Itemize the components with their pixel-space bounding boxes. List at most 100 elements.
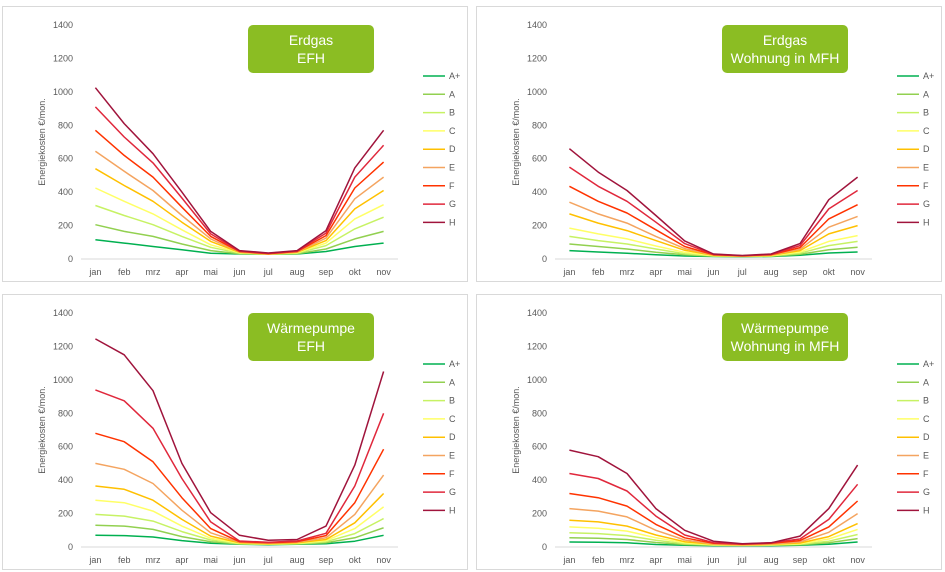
y-tick-label: 1400 bbox=[527, 20, 547, 30]
x-tick-label: apr bbox=[175, 555, 188, 565]
legend-label: E bbox=[449, 451, 455, 461]
x-tick-label: mai bbox=[677, 555, 692, 565]
y-tick-label: 800 bbox=[532, 408, 547, 418]
legend-label: G bbox=[923, 487, 930, 497]
legend-label: F bbox=[923, 181, 929, 191]
x-tick-label: jul bbox=[737, 555, 747, 565]
legend-label: G bbox=[449, 199, 456, 209]
legend-label: D bbox=[449, 432, 456, 442]
chart-title-badge: Erdgas EFH bbox=[248, 25, 374, 73]
legend-label: E bbox=[923, 163, 929, 173]
series-line-f bbox=[94, 129, 385, 255]
legend-label: D bbox=[923, 144, 930, 154]
y-tick-label: 600 bbox=[532, 154, 547, 164]
series-line-h bbox=[94, 87, 385, 254]
y-tick-label: 1200 bbox=[527, 341, 547, 351]
chart-title-badge: Wärmepumpe Wohnung in MFH bbox=[722, 313, 848, 361]
x-tick-label: mrz bbox=[146, 267, 161, 277]
legend-label: B bbox=[449, 396, 455, 406]
x-tick-label: nov bbox=[376, 555, 391, 565]
legend-label: D bbox=[449, 144, 456, 154]
legend-label: C bbox=[923, 126, 930, 136]
legend-label: B bbox=[923, 108, 929, 118]
x-tick-label: feb bbox=[118, 555, 131, 565]
x-tick-label: jun bbox=[232, 267, 245, 277]
chart-panel-erdgas-mfh: Energiekosten €/mon. 0 200 400 600 800 1000 120… bbox=[476, 6, 942, 282]
chart-panel-waermepumpe-efh: Energiekosten €/mon. 0 200 400 600 800 1000 120… bbox=[2, 294, 468, 570]
y-tick-label: 600 bbox=[58, 154, 73, 164]
y-tick-label: 200 bbox=[532, 509, 547, 519]
y-axis-label: Energiekosten €/mon. bbox=[37, 98, 47, 186]
chart-title-badge: Erdgas Wohnung in MFH bbox=[722, 25, 848, 73]
legend-label: A bbox=[449, 89, 455, 99]
legend-label: H bbox=[923, 217, 930, 227]
y-tick-label: 200 bbox=[58, 221, 73, 231]
legend-label: A+ bbox=[449, 359, 460, 369]
legend-label: E bbox=[449, 163, 455, 173]
x-tick-label: sep bbox=[319, 267, 334, 277]
legend-label: A bbox=[923, 89, 929, 99]
chart-panel-waermepumpe-mfh: Energiekosten €/mon. 0 200 400 600 800 1000 120… bbox=[476, 294, 942, 570]
y-tick-label: 0 bbox=[68, 254, 73, 264]
x-tick-label: sep bbox=[319, 555, 334, 565]
legend-label: A bbox=[923, 377, 929, 387]
legend-label: D bbox=[923, 432, 930, 442]
legend-label: G bbox=[923, 199, 930, 209]
legend-label: C bbox=[449, 126, 456, 136]
legend-label: A+ bbox=[923, 71, 934, 81]
x-tick-label: feb bbox=[592, 267, 605, 277]
x-tick-label: nov bbox=[376, 267, 391, 277]
y-tick-label: 1400 bbox=[527, 308, 547, 318]
series-line-g bbox=[569, 472, 859, 545]
y-tick-label: 400 bbox=[532, 475, 547, 485]
legend-label: H bbox=[449, 505, 456, 515]
x-tick-label: feb bbox=[118, 267, 131, 277]
y-axis-label: Energiekosten €/mon. bbox=[37, 386, 47, 474]
x-tick-label: okt bbox=[823, 267, 836, 277]
x-tick-label: jul bbox=[263, 555, 273, 565]
x-tick-label: nov bbox=[850, 267, 865, 277]
series-line-h bbox=[95, 338, 385, 542]
x-tick-label: sep bbox=[793, 555, 808, 565]
legend-label: C bbox=[449, 414, 456, 424]
y-tick-label: 0 bbox=[542, 254, 547, 264]
legend-label: H bbox=[449, 217, 456, 227]
legend-label: F bbox=[449, 469, 455, 479]
y-tick-label: 600 bbox=[532, 442, 547, 452]
y-tick-label: 200 bbox=[532, 221, 547, 231]
x-tick-label: okt bbox=[823, 555, 836, 565]
y-tick-label: 1000 bbox=[53, 87, 73, 97]
legend-label: E bbox=[923, 451, 929, 461]
y-tick-label: 1000 bbox=[527, 87, 547, 97]
y-tick-label: 400 bbox=[58, 187, 73, 197]
chart-title-line-1: Erdgas bbox=[288, 32, 334, 48]
y-tick-label: 800 bbox=[58, 120, 73, 130]
y-tick-label: 1200 bbox=[527, 53, 547, 63]
chart-panel-erdgas-efh: Energiekosten €/mon. 0 200 400 600 800 1000 120… bbox=[2, 6, 468, 282]
legend-label: H bbox=[923, 505, 930, 515]
y-tick-label: 1200 bbox=[53, 53, 73, 63]
chart-svg: Energiekosten €/mon. 0 200 400 600 800 1000 120… bbox=[511, 308, 934, 565]
series-line-h bbox=[569, 449, 859, 545]
x-tick-label: mrz bbox=[620, 555, 635, 565]
chart-title-line-1: Erdgas bbox=[762, 32, 808, 48]
chart-title-line-2: Wohnung in MFH bbox=[730, 50, 840, 66]
x-tick-label: jul bbox=[263, 267, 273, 277]
x-tick-label: mrz bbox=[620, 267, 635, 277]
y-axis-label: Energiekosten €/mon. bbox=[511, 386, 521, 474]
y-tick-label: 1000 bbox=[53, 375, 73, 385]
y-tick-label: 1400 bbox=[53, 20, 73, 30]
x-tick-label: mai bbox=[203, 267, 218, 277]
x-tick-label: okt bbox=[349, 555, 362, 565]
chart-svg: Energiekosten €/mon. 0 200 400 600 800 1000 120… bbox=[511, 20, 934, 277]
legend-label: F bbox=[923, 469, 929, 479]
y-tick-label: 400 bbox=[532, 187, 547, 197]
y-tick-label: 600 bbox=[58, 442, 73, 452]
legend-label: F bbox=[449, 181, 455, 191]
y-tick-label: 400 bbox=[58, 475, 73, 485]
legend-label: C bbox=[923, 414, 930, 424]
x-tick-label: jun bbox=[232, 555, 245, 565]
y-tick-label: 200 bbox=[58, 509, 73, 519]
x-tick-label: mai bbox=[203, 555, 218, 565]
x-tick-label: aug bbox=[290, 555, 305, 565]
